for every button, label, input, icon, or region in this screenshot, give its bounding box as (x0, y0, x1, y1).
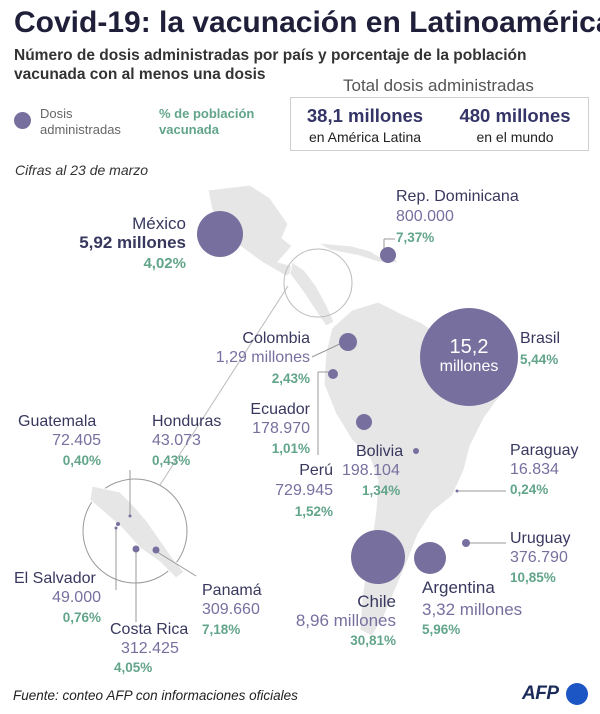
afp-logo-text: AFP (522, 683, 559, 704)
label-costa-rica-doses: 312.425 (121, 640, 179, 657)
bubble-honduras (128, 514, 132, 518)
totals-latam-value: 38,1 millones (306, 105, 424, 126)
bubble-ecuador (328, 369, 338, 379)
label-guatemala-pct: 0,40% (62, 453, 101, 468)
bubble-chile (351, 530, 405, 584)
label-chile-doses: 8,96 millones (295, 611, 396, 630)
totals-latam-label: en América Latina (308, 129, 422, 145)
totals-world-label: en el mundo (476, 129, 554, 145)
label-uruguay-pct: 10,85% (510, 570, 556, 585)
label-el-salvador-pct: 0,76% (62, 610, 101, 625)
label-ecuador-pct: 1,01% (271, 441, 310, 456)
inset-central-america-land (89, 485, 185, 579)
label-uruguay-name: Uruguay (510, 530, 571, 547)
inset-zoom-circle (283, 248, 353, 318)
label-costa-rica-name: Costa Rica (110, 621, 189, 638)
bubble-mexico (197, 211, 243, 257)
label-colombia-name: Colombia (242, 330, 310, 347)
label-guatemala-name: Guatemala (18, 413, 97, 430)
bubble-costa-rica (132, 545, 140, 553)
bubble-guatemala (116, 522, 120, 526)
label-brasil-pct: 5,44% (520, 352, 559, 367)
label-paraguay-name: Paraguay (510, 442, 579, 459)
label-honduras-doses: 43.073 (152, 432, 201, 449)
label-honduras-name: Honduras (152, 413, 222, 430)
label-mexico-pct: 4,02% (143, 255, 186, 272)
bubble-rep-dominicana (380, 247, 396, 263)
central-america-land (289, 261, 335, 327)
label-guatemala-doses: 72.405 (52, 432, 101, 449)
legend-dose-dot (14, 112, 31, 129)
label-rep-dominicana-doses: 800.000 (396, 208, 454, 225)
label-rep-dominicana-pct: 7,37% (396, 230, 435, 245)
label-uruguay-doses: 376.790 (510, 549, 568, 566)
label-panama-pct: 7,18% (202, 622, 241, 637)
label-brasil-doses-number: 15,2 (449, 336, 489, 358)
label-el-salvador-name: El Salvador (14, 570, 96, 587)
bubble-uruguay (462, 539, 470, 547)
label-honduras-pct: 0,43% (152, 453, 191, 468)
page-subtitle: Número de dosis administradas por país y… (14, 47, 527, 83)
page-title: Covid-19: la vacunación en Latinoamérica (14, 6, 600, 39)
label-colombia-doses: 1,29 millones (215, 349, 310, 366)
label-brasil-doses-unit: millones (439, 358, 499, 375)
label-brasil-name: Brasil (520, 330, 561, 347)
label-peru-name: Perú (299, 462, 333, 479)
label-brasil-doses: 15,2 millones (421, 309, 517, 405)
bubble-bolivia (413, 448, 419, 454)
caribbean-islands (317, 242, 399, 264)
totals-title: Total dosis administradas (343, 76, 534, 95)
legend-percent-label: % de población vacunada (159, 106, 255, 137)
label-rep-dominicana-name: Rep. Dominicana (396, 188, 519, 205)
bubble-colombia (339, 333, 357, 351)
bubble-paraguay (455, 489, 459, 493)
label-argentina-name: Argentina (422, 578, 495, 597)
date-note: Cifras al 23 de marzo (15, 162, 149, 178)
label-costa-rica-pct: 4,05% (114, 660, 153, 675)
bubble-panama (152, 546, 160, 554)
label-chile-name: Chile (357, 592, 396, 611)
label-mexico-doses: 5,92 millones (79, 233, 186, 252)
label-argentina-pct: 5,96% (422, 622, 461, 637)
label-chile-pct: 30,81% (350, 633, 396, 648)
label-bolivia-doses: 198.104 (342, 462, 400, 479)
label-paraguay-doses: 16.834 (510, 461, 559, 478)
label-panama-name: Panamá (202, 582, 262, 599)
label-peru-doses: 729.945 (275, 482, 333, 499)
label-mexico-name: México (132, 214, 186, 233)
label-peru-pct: 1,52% (294, 504, 333, 519)
label-colombia-pct: 2,43% (271, 371, 310, 386)
label-ecuador-doses: 178.970 (252, 420, 310, 437)
totals-box: 38,1 millones en América Latina 480 mill… (290, 97, 589, 151)
label-argentina-doses: 3,32 millones (422, 600, 523, 619)
label-paraguay-pct: 0,24% (510, 482, 549, 497)
label-panama-doses: 309.660 (202, 601, 260, 618)
legend-doses-label: Dosis administradas (40, 106, 121, 137)
label-bolivia-name: Bolivia (356, 443, 404, 460)
afp-logo-icon (566, 683, 588, 705)
bubble-el-salvador (114, 526, 118, 530)
bubble-argentina (414, 542, 446, 574)
source-note: Fuente: conteo AFP con informaciones ofi… (13, 688, 298, 703)
label-ecuador-name: Ecuador (250, 401, 310, 418)
bubble-peru (356, 414, 372, 430)
totals-world-value: 480 millones (459, 105, 571, 126)
label-el-salvador-doses: 49.000 (52, 589, 101, 606)
bubble-brasil (420, 308, 518, 406)
label-bolivia-pct: 1,34% (362, 483, 401, 498)
